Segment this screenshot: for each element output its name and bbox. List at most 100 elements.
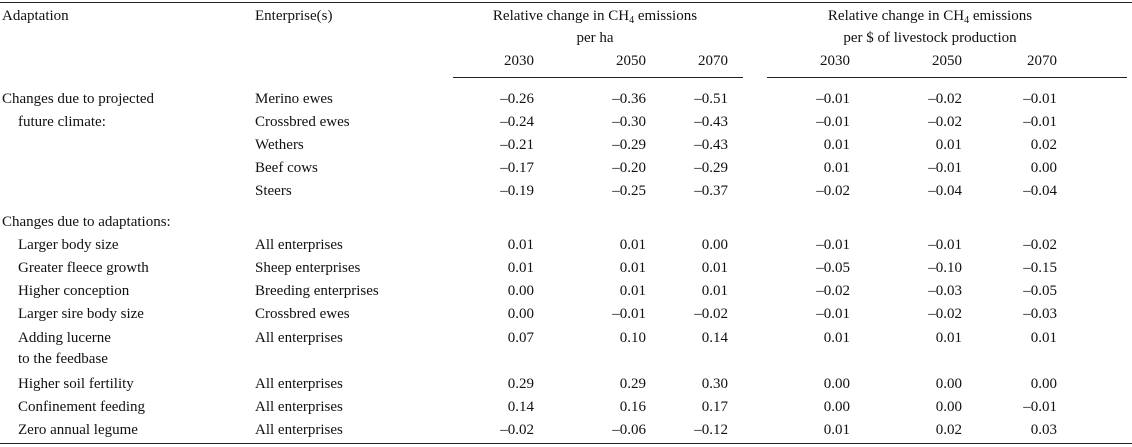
value-cell: 0.14 bbox=[507, 398, 534, 415]
header-group-per-ha-sub: 4 bbox=[629, 15, 635, 26]
value-cell: 0.00 bbox=[823, 375, 850, 392]
value-cell: 0.29 bbox=[619, 375, 646, 392]
value-cell: –0.01 bbox=[816, 237, 850, 254]
row-enterprise: Wethers bbox=[255, 137, 304, 154]
value-cell: –0.02 bbox=[1023, 237, 1057, 254]
value-cell: –0.01 bbox=[928, 160, 962, 177]
value-cell: –0.02 bbox=[500, 421, 534, 438]
header-group-per-production-text: Relative change in CH bbox=[827, 8, 965, 24]
value-cell: –0.03 bbox=[928, 283, 962, 300]
value-cell: 0.01 bbox=[619, 283, 646, 300]
row-enterprise: All enterprises bbox=[255, 375, 343, 392]
value-cell: –0.04 bbox=[1023, 183, 1057, 200]
row-enterprise: Breeding enterprises bbox=[255, 283, 379, 300]
value-cell: 0.07 bbox=[507, 329, 534, 346]
value-cell: 0.01 bbox=[619, 237, 646, 254]
value-cell: 0.02 bbox=[1030, 137, 1057, 154]
row-adaptation: Larger body size bbox=[18, 237, 119, 254]
value-cell: 0.00 bbox=[507, 306, 534, 323]
row-enterprise: Crossbred ewes bbox=[255, 114, 350, 131]
value-cell: –0.03 bbox=[1023, 306, 1057, 323]
value-cell: 0.00 bbox=[823, 398, 850, 415]
value-cell: 0.01 bbox=[935, 137, 962, 154]
value-cell: –0.51 bbox=[694, 91, 728, 107]
row-enterprise: All enterprises bbox=[255, 421, 343, 438]
value-cell: –0.30 bbox=[612, 114, 646, 131]
year-header: 2030 bbox=[820, 53, 850, 69]
value-cell: 0.00 bbox=[1030, 375, 1057, 392]
value-cell: –0.02 bbox=[928, 306, 962, 323]
row-adaptation-line2: to the feedbase bbox=[18, 350, 108, 367]
value-cell: 0.01 bbox=[823, 160, 850, 177]
value-cell: 0.00 bbox=[507, 283, 534, 300]
row-enterprise: Sheep enterprises bbox=[255, 260, 361, 277]
row-enterprise: Merino ewes bbox=[255, 91, 333, 107]
value-cell: –0.29 bbox=[612, 137, 646, 154]
value-cell: 0.01 bbox=[823, 137, 850, 154]
row-adaptation: Higher conception bbox=[18, 283, 130, 300]
value-cell: –0.17 bbox=[500, 160, 534, 177]
value-cell: –0.02 bbox=[816, 283, 850, 300]
value-cell: –0.01 bbox=[1023, 398, 1057, 415]
value-cell: –0.10 bbox=[928, 260, 962, 277]
value-cell: 0.01 bbox=[701, 283, 728, 300]
value-cell: –0.43 bbox=[694, 137, 728, 154]
value-cell: –0.01 bbox=[816, 114, 850, 131]
value-cell: –0.26 bbox=[500, 91, 534, 107]
bottom-rule bbox=[0, 443, 1132, 444]
header-group-per-ha-line2: per ha bbox=[576, 30, 614, 46]
value-cell: 0.01 bbox=[619, 260, 646, 277]
row-adaptation: Confinement feeding bbox=[18, 398, 146, 415]
value-cell: 0.00 bbox=[1030, 160, 1057, 177]
value-cell: 0.01 bbox=[935, 329, 962, 346]
value-cell: –0.02 bbox=[928, 91, 962, 107]
row-adaptation: Greater fleece growth bbox=[18, 260, 149, 277]
year-header: 2050 bbox=[616, 53, 646, 69]
header-adaptation: Adaptation bbox=[2, 8, 69, 24]
year-header: 2070 bbox=[1027, 53, 1057, 69]
value-cell: 0.01 bbox=[823, 421, 850, 438]
year-header: 2050 bbox=[932, 53, 962, 69]
value-cell: –0.01 bbox=[928, 237, 962, 254]
value-cell: –0.01 bbox=[816, 306, 850, 323]
header-enterprises: Enterprise(s) bbox=[255, 8, 333, 24]
top-rule bbox=[0, 2, 1132, 3]
value-cell: –0.24 bbox=[500, 114, 534, 131]
value-cell: 0.00 bbox=[935, 375, 962, 392]
header-group-per-production: Relative change in CH4 emissions bbox=[785, 7, 1075, 26]
value-cell: 0.01 bbox=[701, 260, 728, 277]
value-cell: 0.10 bbox=[619, 329, 646, 346]
value-cell: –0.20 bbox=[612, 160, 646, 177]
value-cell: 0.00 bbox=[701, 237, 728, 254]
value-cell: 0.01 bbox=[507, 237, 534, 254]
value-cell: 0.14 bbox=[701, 329, 728, 346]
value-cell: –0.01 bbox=[816, 91, 850, 107]
value-cell: 0.00 bbox=[935, 398, 962, 415]
value-cell: –0.37 bbox=[694, 183, 728, 200]
value-cell: 0.01 bbox=[507, 260, 534, 277]
row-enterprise: Steers bbox=[255, 183, 292, 200]
year-header: 2030 bbox=[504, 53, 534, 69]
row-enterprise: Beef cows bbox=[255, 160, 318, 177]
value-cell: –0.01 bbox=[1023, 114, 1057, 131]
header-group-per-ha: Relative change in CH4 emissions bbox=[455, 7, 735, 26]
row-enterprise: All enterprises bbox=[255, 329, 343, 346]
value-cell: –0.12 bbox=[694, 421, 728, 438]
value-cell: –0.05 bbox=[1023, 283, 1057, 300]
value-cell: 0.01 bbox=[1030, 329, 1057, 346]
value-cell: –0.01 bbox=[1023, 91, 1057, 107]
value-cell: –0.02 bbox=[694, 306, 728, 323]
row-adaptation: Larger sire body size bbox=[18, 306, 144, 323]
value-cell: –0.43 bbox=[694, 114, 728, 131]
value-cell: –0.25 bbox=[612, 183, 646, 200]
header-group-per-ha-text: Relative change in CH bbox=[492, 8, 630, 24]
value-cell: –0.36 bbox=[612, 91, 646, 107]
value-cell: –0.19 bbox=[500, 183, 534, 200]
row-enterprise: Crossbred ewes bbox=[255, 306, 350, 323]
value-cell: 0.17 bbox=[701, 398, 728, 415]
section-title: Changes due to adaptations: bbox=[2, 214, 171, 230]
header-group-per-production-suffix: emissions bbox=[969, 8, 1033, 24]
row-adaptation: Zero annual legume bbox=[18, 421, 138, 438]
value-cell: –0.05 bbox=[816, 260, 850, 277]
header-group-per-production-sub: 4 bbox=[964, 15, 970, 26]
